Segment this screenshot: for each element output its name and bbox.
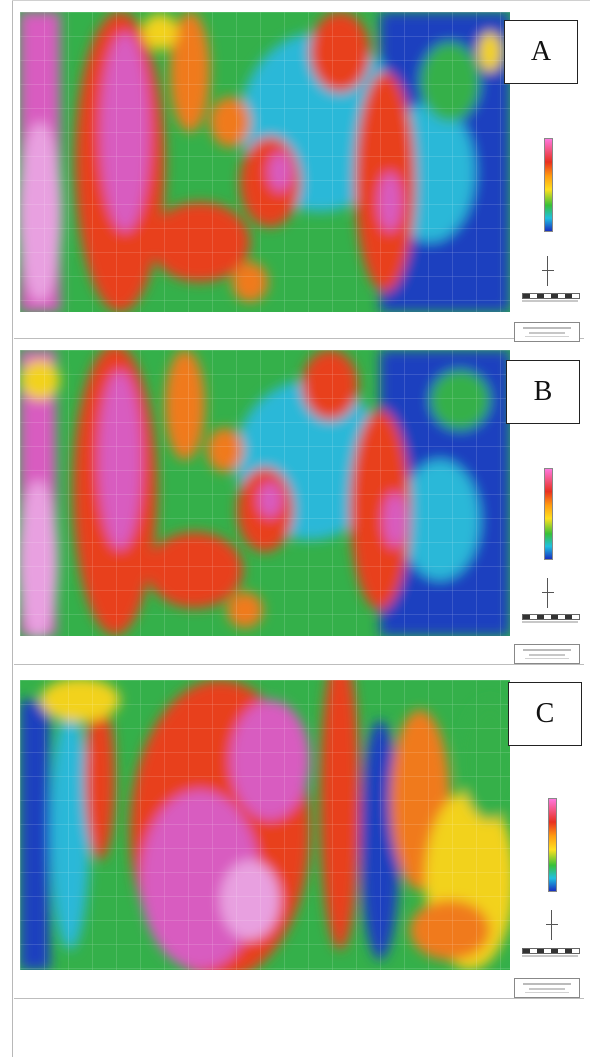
panel-frame xyxy=(14,676,584,999)
panel-frame xyxy=(14,346,584,665)
map-panel-a: A xyxy=(14,8,584,342)
map-panel-b: B xyxy=(14,346,584,665)
panel-frame xyxy=(14,8,584,339)
color-scale-legend xyxy=(548,798,557,892)
map-panel-c: C xyxy=(14,676,584,999)
panel-label-a: A xyxy=(504,20,578,84)
page-left-border xyxy=(12,0,13,1057)
scale-caption xyxy=(522,300,578,302)
scale-caption xyxy=(522,955,578,957)
anomaly-map-c[interactable] xyxy=(20,680,510,970)
title-block xyxy=(514,644,580,664)
north-arrow-icon xyxy=(546,910,558,940)
anomaly-map-a[interactable] xyxy=(20,12,510,312)
north-arrow-icon xyxy=(542,578,554,608)
scale-bar xyxy=(522,948,580,954)
title-block xyxy=(514,322,580,342)
color-scale-legend xyxy=(544,468,553,560)
page-top-border xyxy=(12,0,590,1)
scale-bar xyxy=(522,293,580,299)
title-block xyxy=(514,978,580,998)
scale-bar xyxy=(522,614,580,620)
panel-label-c: C xyxy=(508,682,582,746)
anomaly-map-b[interactable] xyxy=(20,350,510,636)
north-arrow-icon xyxy=(542,256,554,286)
color-scale-legend xyxy=(544,138,553,232)
panel-label-b: B xyxy=(506,360,580,424)
scale-caption xyxy=(522,621,578,623)
